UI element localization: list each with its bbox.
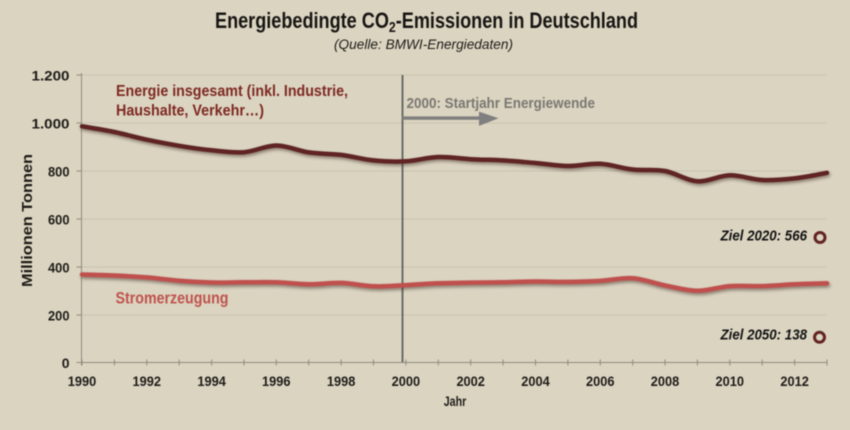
svg-text:400: 400 — [48, 260, 70, 276]
svg-text:2006: 2006 — [586, 373, 615, 389]
svg-text:800: 800 — [48, 164, 70, 180]
svg-text:Jahr: Jahr — [444, 393, 467, 409]
svg-text:(Quelle: BMWI-Energiedaten): (Quelle: BMWI-Energiedaten) — [334, 36, 513, 52]
svg-text:Energie insgesamt (inkl. Indus: Energie insgesamt (inkl. Industrie, — [116, 83, 348, 100]
svg-text:2010: 2010 — [716, 373, 745, 389]
svg-text:1996: 1996 — [262, 373, 291, 389]
svg-text:Stromerzeugung: Stromerzeugung — [116, 290, 229, 308]
svg-text:1990: 1990 — [68, 373, 97, 389]
svg-text:2000: Startjahr Energiewende: 2000: Startjahr Energiewende — [407, 96, 596, 112]
svg-text:1994: 1994 — [197, 373, 226, 389]
svg-text:2012: 2012 — [780, 373, 809, 389]
svg-text:Haushalte, Verkehr…): Haushalte, Verkehr…) — [116, 103, 264, 120]
svg-text:Ziel 2050: 138: Ziel 2050: 138 — [720, 327, 808, 344]
svg-text:2008: 2008 — [651, 373, 680, 389]
svg-text:Millionen Tonnen: Millionen Tonnen — [20, 154, 36, 287]
svg-text:2004: 2004 — [521, 373, 550, 389]
svg-text:600: 600 — [48, 212, 70, 228]
svg-text:Energiebedingte CO2-Emissionen: Energiebedingte CO2-Emissionen in Deutsc… — [215, 8, 638, 36]
svg-text:1992: 1992 — [133, 373, 162, 389]
svg-text:1998: 1998 — [327, 373, 356, 389]
svg-text:0: 0 — [62, 355, 70, 371]
svg-text:Ziel 2020: 566: Ziel 2020: 566 — [720, 228, 808, 245]
svg-text:1.000: 1.000 — [32, 116, 70, 132]
svg-text:1.200: 1.200 — [32, 68, 70, 84]
svg-text:2002: 2002 — [456, 373, 485, 389]
svg-text:200: 200 — [48, 308, 70, 324]
svg-text:2000: 2000 — [392, 373, 421, 389]
